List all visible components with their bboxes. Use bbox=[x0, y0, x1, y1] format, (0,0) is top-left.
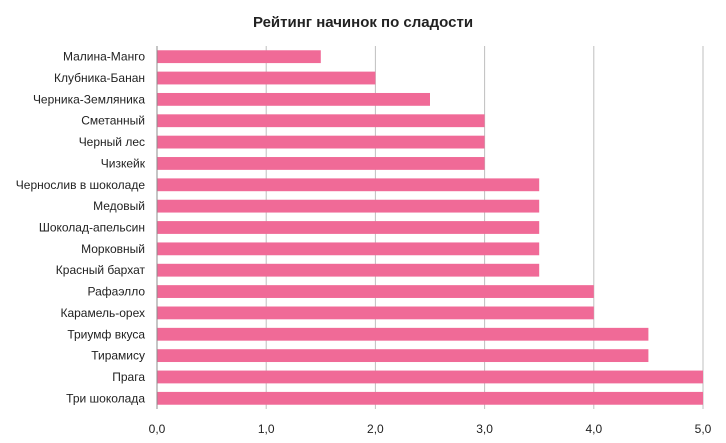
chart-title: Рейтинг начинок по сладости bbox=[253, 14, 473, 31]
bar bbox=[157, 199, 540, 213]
category-label: Малина-Манго bbox=[63, 50, 145, 64]
x-tick-label: 5,0 bbox=[695, 422, 712, 436]
bar bbox=[157, 92, 430, 106]
category-label: Клубника-Банан bbox=[54, 71, 145, 85]
bar bbox=[157, 327, 649, 341]
category-label: Медовый bbox=[93, 199, 145, 213]
category-label: Триумф вкуса bbox=[67, 327, 145, 341]
category-label: Морковный bbox=[81, 242, 145, 256]
category-label: Шоколад-апельсин bbox=[39, 221, 145, 235]
bar bbox=[157, 114, 485, 128]
x-tick-label: 1,0 bbox=[258, 422, 275, 436]
category-label: Три шоколада bbox=[66, 391, 145, 405]
category-label: Тирамису bbox=[91, 349, 145, 363]
x-tick-label: 3,0 bbox=[476, 422, 493, 436]
category-label: Рафаэлло bbox=[88, 285, 146, 299]
bar bbox=[157, 306, 594, 320]
category-labels: Малина-Манго Клубника-Банан Черника-Землян… bbox=[16, 50, 146, 406]
category-label: Чизкейк bbox=[101, 156, 146, 170]
x-tick-label: 2,0 bbox=[367, 422, 384, 436]
bar bbox=[157, 71, 376, 85]
bars bbox=[157, 50, 703, 405]
bar bbox=[157, 349, 649, 363]
bar bbox=[157, 263, 540, 277]
bar bbox=[157, 178, 540, 192]
bar bbox=[157, 391, 703, 405]
category-label: Карамель-орех bbox=[60, 306, 145, 320]
category-label: Прага bbox=[112, 370, 145, 384]
x-tick-label: 0,0 bbox=[149, 422, 166, 436]
category-label: Красный бархат bbox=[56, 263, 146, 277]
x-tick-label: 4,0 bbox=[585, 422, 602, 436]
category-label: Черный лес bbox=[79, 135, 145, 149]
bar bbox=[157, 135, 485, 149]
bar bbox=[157, 285, 594, 298]
bar bbox=[157, 242, 540, 256]
bar bbox=[157, 50, 321, 64]
category-label: Чернослив в шоколаде bbox=[16, 178, 146, 192]
bar bbox=[157, 157, 485, 170]
category-label: Сметанный bbox=[81, 114, 145, 128]
x-axis-ticks: 0,0 1,0 2,0 3,0 4,0 5,0 bbox=[149, 422, 712, 436]
bar bbox=[157, 221, 540, 234]
category-label: Черника-Земляника bbox=[33, 92, 145, 106]
bar bbox=[157, 370, 703, 384]
